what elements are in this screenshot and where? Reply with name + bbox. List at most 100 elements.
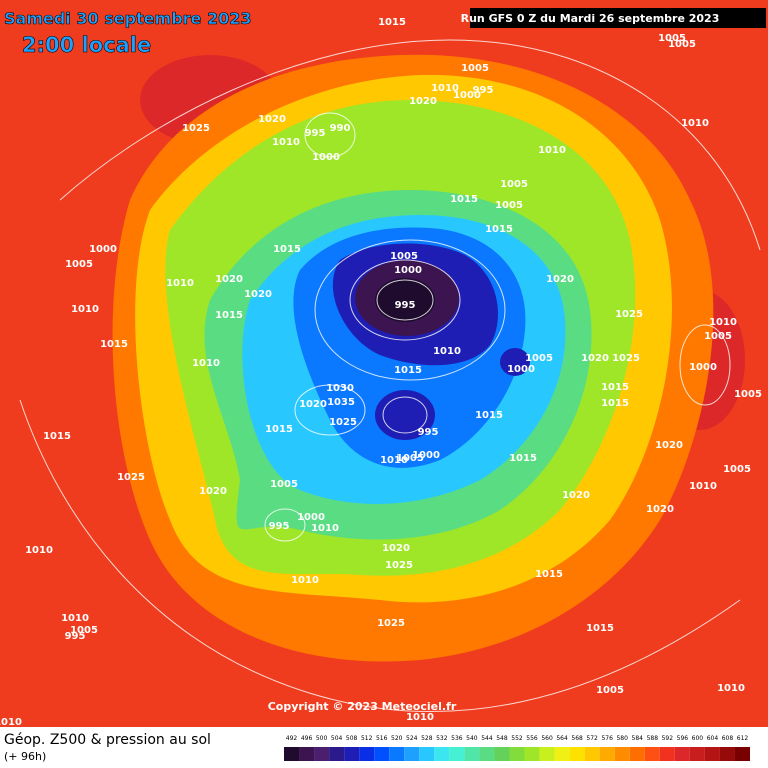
- run: Run GFS 0 Z du Mardi 26 septembre 2023: [461, 12, 720, 25]
- isobar-label: 995: [473, 85, 494, 96]
- isobar-label: 1010: [689, 481, 717, 492]
- legend: 492 496 500 504 508 512 516 520 524 528 532 536 540 5…: [284, 735, 750, 761]
- isobar-label: 1005: [704, 331, 732, 342]
- isobar-label: 1020: [409, 96, 437, 107]
- isobar-label: 1010: [681, 118, 709, 129]
- legend-swatch: [404, 747, 420, 761]
- footer-lead: (+ 96h): [4, 750, 46, 763]
- legend-swatch: [359, 747, 375, 761]
- legend-label: 580: [616, 735, 628, 742]
- isobar-label: 1035: [327, 397, 355, 408]
- isobar-label: 1025: [117, 472, 145, 483]
- legend-label: 564: [556, 735, 568, 742]
- legend-swatch: [389, 747, 405, 761]
- legend-label: 612: [737, 735, 749, 742]
- copyright: Copyright © 2023 Meteociel.fr: [268, 700, 457, 713]
- legend-swatch: [449, 747, 465, 761]
- isobar-label: 1020: [646, 504, 674, 515]
- date: Samedi 30 septembre 2023: [4, 9, 251, 28]
- isobar-label: 1005: [525, 353, 553, 364]
- isobar-label: 1000: [297, 512, 325, 523]
- isobar-label: 1000: [312, 152, 340, 163]
- legend-label: 576: [601, 735, 613, 742]
- isobar-label: 1005: [500, 179, 528, 190]
- isobar-label: 1010: [717, 683, 745, 694]
- isobar-label: 1025: [612, 353, 640, 364]
- legend-swatch: [509, 747, 525, 761]
- isobar-label: 1005: [668, 39, 696, 50]
- legend-swatch: [584, 747, 600, 761]
- isobar-label: 1005: [734, 389, 762, 400]
- isobar-label: 1015: [485, 224, 513, 235]
- isobar-label: 1005: [70, 625, 98, 636]
- isobar-label: 1010: [291, 575, 319, 586]
- isobar-label: 1010: [406, 712, 434, 723]
- isobar-label: 1000: [689, 362, 717, 373]
- isobar-label: 1010: [0, 717, 22, 728]
- legend-swatch: [644, 747, 660, 761]
- isobar-label: 1010: [61, 613, 89, 624]
- legend-label: 596: [677, 735, 689, 742]
- isobar-label: 1010: [433, 346, 461, 357]
- legend-swatch: [599, 747, 615, 761]
- isobar-label: 1020: [215, 274, 243, 285]
- legend-label: 528: [421, 735, 433, 742]
- legend-label: 504: [331, 735, 343, 742]
- isobar-label: 1010: [71, 304, 99, 315]
- isobar-label: 1020: [244, 289, 272, 300]
- isobar-label: 1005: [658, 33, 686, 44]
- legend-label: 496: [301, 735, 313, 742]
- isobar-label: 995: [65, 631, 86, 642]
- legend-swatch: [479, 747, 495, 761]
- legend-label: 556: [526, 735, 538, 742]
- legend-swatch: [689, 747, 705, 761]
- legend-swatch: [419, 747, 435, 761]
- isobar-label: 1005: [390, 251, 418, 262]
- isobar-label: 1015: [535, 569, 563, 580]
- isobar-label: 1000: [507, 364, 535, 375]
- isobar-label: 1000: [453, 90, 481, 101]
- legend-swatch: [629, 747, 645, 761]
- isobar-label: 1005: [723, 464, 751, 475]
- legend-label: 508: [346, 735, 358, 742]
- isobar-label: 1025: [329, 417, 357, 428]
- legend-swatch: [299, 747, 315, 761]
- isobar-label: 1025: [182, 123, 210, 134]
- isobar-label: 1025: [385, 560, 413, 571]
- isobar-label: 1020: [258, 114, 286, 125]
- isobar-label: 1015: [601, 382, 629, 393]
- legend-swatch: [434, 747, 450, 761]
- legend-label: 548: [496, 735, 508, 742]
- isobar-label: 1015: [450, 194, 478, 205]
- legend-swatch: [284, 747, 300, 761]
- legend-label: 608: [722, 735, 734, 742]
- isobar-label: 1005: [270, 479, 298, 490]
- legend-swatch: [374, 747, 390, 761]
- isobar-label: 1015: [378, 17, 406, 28]
- legend-label: 568: [571, 735, 583, 742]
- isobar-label: 1030: [326, 383, 354, 394]
- isobar-label: 1005: [495, 200, 523, 211]
- isobar-lines: [19, 39, 761, 712]
- isobar-label: 1015: [215, 310, 243, 321]
- zone-darkblue: [500, 348, 530, 376]
- isobar-label: 990: [330, 123, 351, 134]
- legend-label: 540: [466, 735, 478, 742]
- legend-swatch: [494, 747, 510, 761]
- legend-swatch: [614, 747, 630, 761]
- legend-label: 560: [541, 735, 553, 742]
- legend-swatch: [719, 747, 735, 761]
- isobar-label: 1015: [265, 424, 293, 435]
- legend-swatch: [329, 747, 345, 761]
- legend-swatch: [314, 747, 330, 761]
- legend-label: 516: [376, 735, 388, 742]
- legend-label: 552: [511, 735, 523, 742]
- isobar-label: 1015: [394, 365, 422, 376]
- isobar-label: 1010: [25, 545, 53, 556]
- legend-swatch: [344, 747, 360, 761]
- isobar-label: 995: [418, 427, 439, 438]
- legend-swatch: [569, 747, 585, 761]
- isobar-label: 1020: [562, 490, 590, 501]
- legend-label: 584: [632, 735, 644, 742]
